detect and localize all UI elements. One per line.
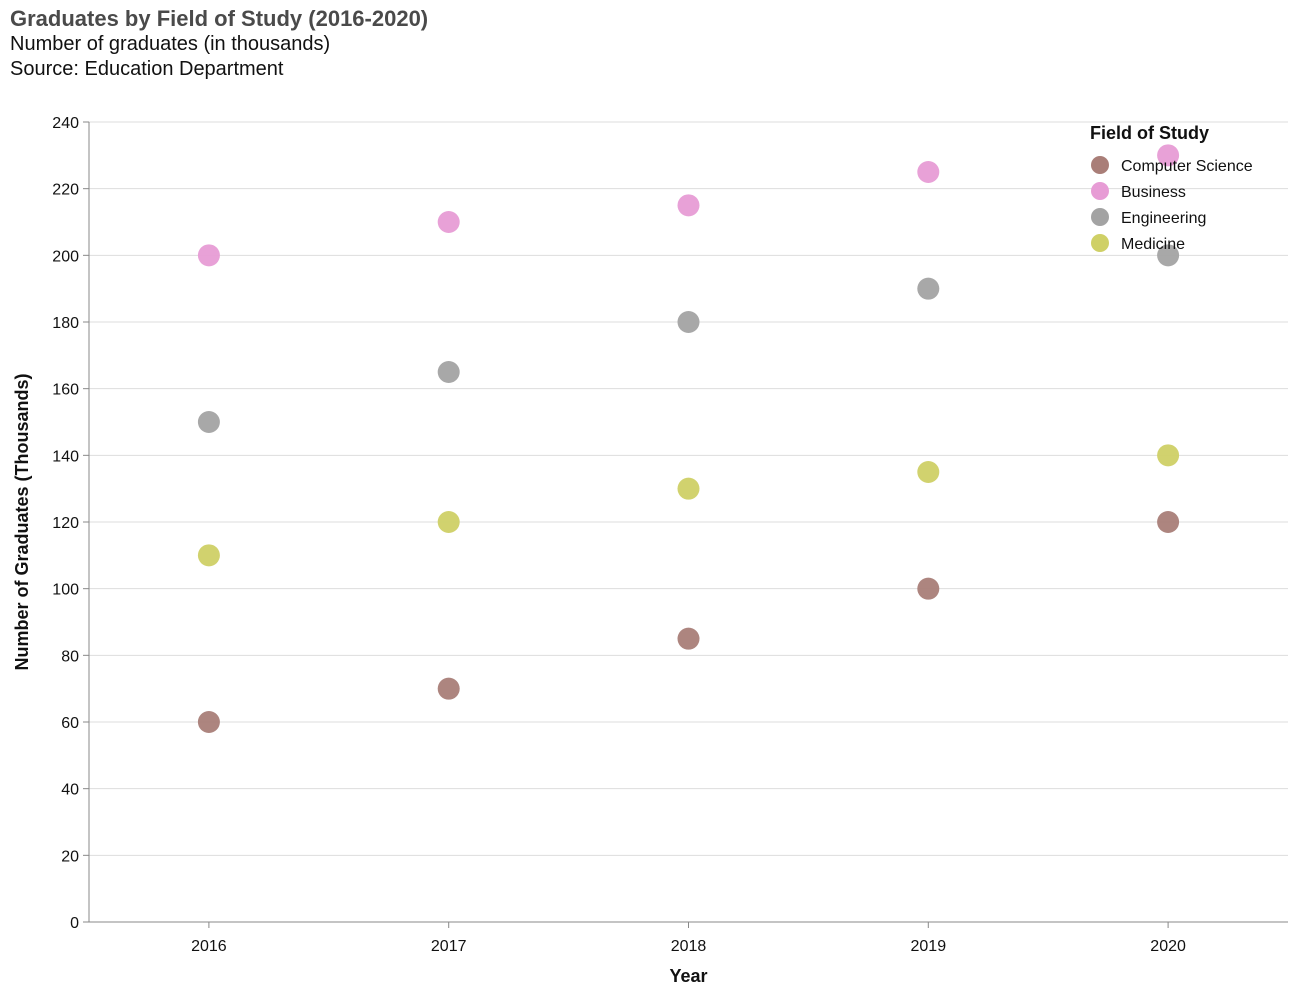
- y-axis-title: Number of Graduates (Thousands): [12, 373, 32, 670]
- chart-subtitle-line-1: Number of graduates (in thousands): [10, 33, 331, 55]
- data-point-engineering-2018: [677, 311, 700, 333]
- data-point-engineering-2019: [917, 277, 940, 300]
- y-tick-label: 40: [61, 782, 79, 799]
- chart-title: Graduates by Field of Study (2016-2020): [10, 6, 429, 31]
- y-tick-label: 0: [70, 915, 79, 932]
- data-points: [197, 144, 1180, 733]
- data-point-engineering-2016: [197, 411, 220, 433]
- legend-swatch-computer-science: [1091, 156, 1109, 174]
- chart-header: Graduates by Field of Study (2016-2020) …: [10, 6, 428, 82]
- axes: 0 20 40 60 80 100 120 140 160 180 200 220 240 2016 201…: [12, 115, 1288, 986]
- legend: Field of Study Computer Science Business En…: [1090, 123, 1253, 253]
- data-point-computer-science-2020: [1157, 511, 1180, 533]
- data-point-business-2017: [437, 211, 460, 233]
- legend-title: Field of Study: [1090, 123, 1209, 143]
- x-tick-label: 2017: [431, 938, 467, 955]
- x-tick-label: 2019: [911, 938, 947, 955]
- legend-label-medicine: Medicine: [1121, 236, 1185, 253]
- x-tick-label: 2016: [191, 938, 227, 955]
- data-point-medicine-2018: [677, 477, 700, 500]
- y-tick-label: 80: [61, 648, 79, 665]
- data-point-business-2018: [677, 194, 700, 217]
- y-tick-label: 60: [61, 715, 79, 732]
- y-tick-label: 140: [52, 448, 79, 465]
- y-tick-label: 120: [52, 515, 79, 532]
- y-tick-label: 200: [52, 248, 79, 265]
- chart-subtitle-line-2: Source: Education Department: [10, 58, 284, 80]
- data-point-engineering-2017: [437, 361, 460, 383]
- data-point-medicine-2020: [1157, 444, 1180, 467]
- y-tick-label: 100: [52, 582, 79, 599]
- y-tick-label: 20: [61, 848, 79, 865]
- y-tick-label: 240: [52, 115, 79, 132]
- x-tick-label: 2018: [671, 938, 707, 955]
- legend-label-computer-science: Computer Science: [1121, 158, 1253, 175]
- data-point-medicine-2016: [197, 544, 220, 567]
- data-point-computer-science-2017: [437, 677, 460, 700]
- data-point-business-2019: [917, 161, 940, 183]
- y-tick-label: 180: [52, 315, 79, 332]
- data-point-medicine-2017: [437, 511, 460, 533]
- y-tick-label: 220: [52, 182, 79, 199]
- legend-swatch-medicine: [1091, 234, 1109, 252]
- legend-label-business: Business: [1121, 184, 1186, 201]
- x-tick-label: 2020: [1150, 938, 1186, 955]
- legend-swatch-business: [1091, 182, 1109, 200]
- data-point-engineering-2020: [1157, 244, 1180, 267]
- data-point-computer-science-2018: [677, 627, 700, 650]
- data-point-business-2016: [197, 244, 220, 267]
- legend-label-engineering: Engineering: [1121, 210, 1206, 227]
- data-point-computer-science-2016: [197, 711, 220, 733]
- data-point-computer-science-2019: [917, 577, 940, 600]
- x-axis-title: Year: [669, 966, 707, 986]
- data-point-business-2020: [1157, 144, 1180, 167]
- legend-swatch-engineering: [1091, 208, 1109, 226]
- data-point-medicine-2019: [917, 461, 940, 483]
- grid-lines: [89, 121, 1288, 856]
- y-tick-label: 160: [52, 382, 79, 399]
